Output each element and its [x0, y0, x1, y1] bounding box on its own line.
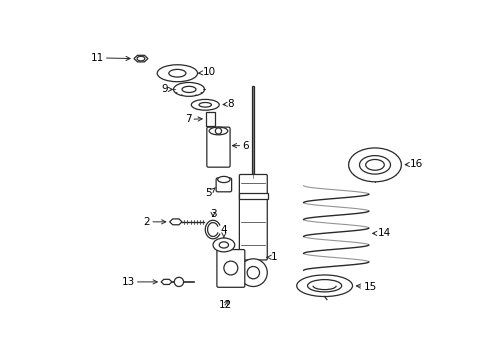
Text: 10: 10 — [198, 67, 216, 77]
Text: 13: 13 — [121, 277, 157, 287]
Ellipse shape — [191, 99, 219, 110]
Text: 12: 12 — [218, 300, 231, 310]
Ellipse shape — [209, 127, 227, 135]
Ellipse shape — [137, 56, 144, 61]
Ellipse shape — [348, 148, 401, 182]
Ellipse shape — [168, 69, 185, 77]
Ellipse shape — [359, 156, 390, 174]
Text: 15: 15 — [356, 282, 376, 292]
Circle shape — [239, 259, 267, 287]
Circle shape — [215, 128, 221, 134]
Text: 9: 9 — [161, 84, 172, 94]
Bar — [205, 112, 215, 126]
Text: 4: 4 — [220, 225, 227, 238]
Ellipse shape — [182, 86, 196, 93]
FancyBboxPatch shape — [239, 175, 267, 260]
Text: 2: 2 — [143, 217, 165, 227]
Bar — [239, 193, 267, 199]
Text: 6: 6 — [232, 141, 248, 150]
Ellipse shape — [213, 238, 234, 252]
Ellipse shape — [219, 242, 228, 248]
FancyBboxPatch shape — [217, 249, 244, 287]
Polygon shape — [169, 219, 182, 225]
Ellipse shape — [157, 65, 197, 82]
Ellipse shape — [173, 82, 204, 96]
Text: 3: 3 — [209, 209, 216, 219]
Circle shape — [224, 261, 237, 275]
Text: 11: 11 — [90, 53, 130, 63]
Text: 1: 1 — [266, 252, 276, 262]
FancyBboxPatch shape — [206, 127, 230, 167]
Text: 5: 5 — [205, 188, 215, 198]
Ellipse shape — [365, 159, 384, 170]
Circle shape — [246, 266, 259, 279]
Text: 8: 8 — [223, 99, 234, 109]
Circle shape — [174, 277, 183, 287]
Ellipse shape — [217, 176, 230, 183]
Ellipse shape — [199, 103, 211, 107]
Text: 14: 14 — [372, 228, 390, 238]
Ellipse shape — [296, 275, 352, 297]
Text: 7: 7 — [184, 114, 202, 125]
Polygon shape — [134, 55, 148, 62]
Ellipse shape — [307, 280, 341, 292]
Bar — [252, 86, 254, 178]
Text: 16: 16 — [405, 159, 422, 169]
FancyBboxPatch shape — [216, 178, 231, 192]
Polygon shape — [161, 279, 172, 284]
